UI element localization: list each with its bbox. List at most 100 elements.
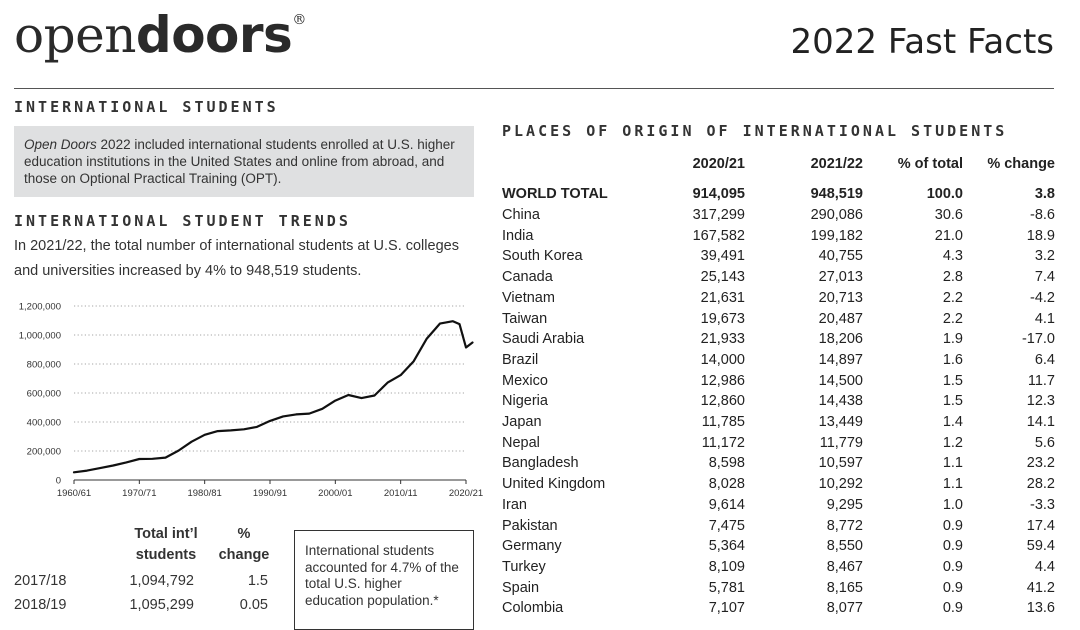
value-2020-21: 11,172 (701, 434, 745, 451)
table-row-year: 2017/18 (14, 573, 67, 589)
value-2020-21: 19,673 (700, 310, 745, 327)
scope-note-italic: Open Doors (24, 137, 97, 152)
percent-change: 3.2 (1034, 248, 1055, 265)
value-2020-21: 21,933 (700, 331, 745, 348)
column-2021-22: 2021/22 (810, 156, 863, 172)
value-2020-21: 39,491 (700, 248, 745, 265)
value-2021-22: 14,500 (818, 372, 863, 389)
y-tick-label: 800,000 (27, 360, 61, 371)
value-2020-21: 12,860 (700, 393, 745, 410)
country-name: India (502, 227, 534, 244)
value-2021-22: 18,206 (818, 331, 863, 348)
y-tick-label: 200,000 (27, 447, 61, 458)
table-row: India 167,582 199,182 21.0 18.9 (502, 228, 1055, 248)
world-total-change: 3.8 (1034, 186, 1055, 202)
percent-change: -4.2 (1030, 289, 1055, 306)
percent-change: 13.6 (1026, 600, 1055, 617)
value-2020-21: 14,000 (700, 351, 745, 368)
percent-of-total: 1.6 (942, 351, 963, 368)
country-name: Colombia (502, 600, 564, 617)
value-2021-22: 20,487 (818, 310, 863, 327)
percent-change: -8.6 (1030, 207, 1055, 223)
world-total-2020-21: 914,095 (692, 186, 745, 202)
value-2021-22: 8,550 (826, 538, 863, 555)
country-name: South Korea (502, 248, 583, 265)
value-2021-22: 40,755 (818, 248, 863, 265)
population-share-note: International students accounted for 4.7… (294, 530, 474, 630)
brand-light: open (14, 6, 136, 64)
left-column: INTERNATIONAL STUDENTS Open Doors 2022 i… (14, 98, 474, 284)
table-row: Colombia 7,107 8,077 0.9 13.6 (502, 600, 1055, 620)
y-tick-label: 600,000 (27, 389, 61, 400)
country-name: Pakistan (502, 517, 558, 534)
x-tick-label: 1980/81 (187, 488, 221, 499)
table-header-row: 2020/21 2021/22 % of total % change (502, 156, 1055, 176)
percent-change: 59.4 (1026, 538, 1055, 555)
column-percent-of-total: % of total (897, 156, 963, 172)
header-divider (14, 88, 1054, 89)
percent-of-total: 0.9 (942, 558, 963, 575)
table-row: United Kingdom 8,028 10,292 1.1 28.2 (502, 476, 1055, 496)
trend-chart: 0 200,000 400,000 600,000 800,000 1,000,000 1,… (14, 295, 484, 505)
trend-chart-svg: 0 200,000 400,000 600,000 800,000 1,000,000 1,… (19, 302, 483, 500)
percent-change: 12.3 (1026, 393, 1055, 410)
country-name: Mexico (502, 372, 548, 389)
table-row-change: 1.5 (247, 573, 268, 589)
value-2020-21: 8,109 (708, 558, 745, 575)
y-tick-label: 0 (56, 476, 61, 487)
total-students-header-line1: Total int’l (134, 526, 198, 542)
value-2021-22: 20,713 (818, 289, 863, 306)
country-name: Nepal (502, 434, 540, 451)
table-row: Brazil 14,000 14,897 1.6 6.4 (502, 352, 1055, 372)
trends-paragraph: In 2021/22, the total number of internat… (14, 238, 459, 279)
percent-change: 18.9 (1026, 227, 1055, 244)
country-name: Spain (502, 579, 540, 596)
value-2020-21: 167,582 (692, 227, 745, 244)
table-row: Saudi Arabia 21,933 18,206 1.9 -17.0 (502, 331, 1055, 351)
value-2021-22: 9,295 (826, 496, 863, 513)
country-name: Iran (502, 496, 527, 513)
country-name: Turkey (502, 558, 546, 575)
value-2021-22: 10,597 (818, 455, 863, 472)
value-2021-22: 8,467 (826, 558, 863, 575)
y-tick-label: 1,000,000 (19, 331, 61, 342)
table-row-total: 1,094,792 (129, 573, 194, 589)
country-name: Brazil (502, 351, 539, 368)
value-2021-22: 8,165 (826, 579, 863, 596)
total-students-header: Total int’l students (122, 524, 210, 566)
value-2021-22: 10,292 (818, 476, 863, 493)
table-row: Nigeria 12,860 14,438 1.5 12.3 (502, 393, 1055, 413)
x-tick-label: 1970/71 (122, 488, 156, 499)
table-row: Bangladesh 8,598 10,597 1.1 23.2 (502, 455, 1055, 475)
percent-change: -3.3 (1030, 496, 1055, 513)
country-name: Taiwan (502, 310, 548, 327)
percent-change: -17.0 (1021, 331, 1055, 348)
value-2021-22: 8,077 (826, 600, 863, 617)
world-total-2021-22: 948,519 (810, 186, 863, 202)
trends-heading: INTERNATIONAL STUDENT TRENDS (14, 212, 351, 230)
percent-change: 28.2 (1026, 476, 1055, 493)
percent-of-total: 1.1 (942, 455, 963, 472)
percent-change: 17.4 (1026, 517, 1055, 534)
x-tick-label: 2010/11 (384, 488, 418, 499)
places-of-origin-section: PLACES OF ORIGIN OF INTERNATIONAL STUDEN… (502, 122, 1055, 616)
x-tick-label: 2020/21 (449, 488, 483, 499)
value-2021-22: 14,438 (818, 393, 863, 410)
percent-change: 4.4 (1034, 558, 1055, 575)
scope-note: Open Doors 2022 included international s… (14, 126, 474, 197)
table-row-year: 2018/19 (14, 597, 67, 613)
value-2020-21: 7,107 (708, 600, 745, 617)
percent-of-total: 0.9 (942, 600, 963, 617)
change-header-line2: change (218, 547, 270, 563)
percent-of-total: 1.5 (942, 372, 963, 389)
table-row: Canada 25,143 27,013 2.8 7.4 (502, 269, 1055, 289)
country-name: China (502, 207, 540, 223)
x-tick-label: 2000/01 (318, 488, 352, 499)
percent-change: 7.4 (1034, 269, 1055, 286)
value-2020-21: 9,614 (708, 496, 745, 513)
country-name: Japan (502, 414, 542, 430)
total-students-header-line2: students (135, 547, 197, 563)
percent-change: 41.2 (1026, 579, 1055, 596)
column-2020-21: 2020/21 (692, 156, 745, 172)
value-2021-22: 8,772 (826, 517, 863, 534)
